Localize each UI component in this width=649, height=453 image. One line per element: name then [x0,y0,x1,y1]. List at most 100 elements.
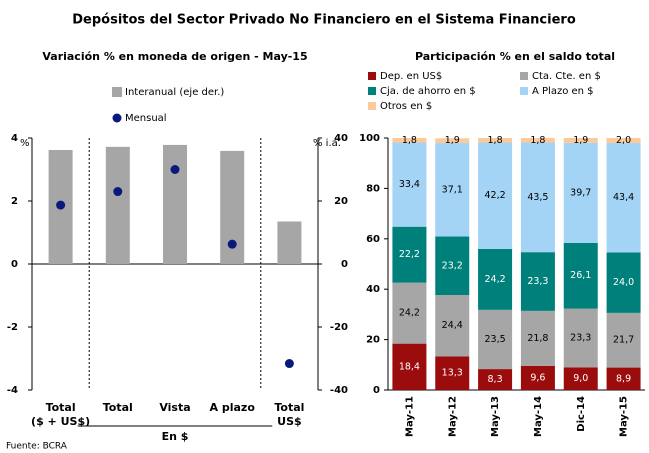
value-label: 18,4 [399,361,420,372]
x-tick-line: Total [46,401,76,414]
value-label: 1,8 [402,135,417,146]
x-tick-label: May-15 [619,396,630,437]
point [56,200,66,210]
y-tick-label: 60 [366,234,380,245]
legend-swatch [368,72,376,80]
point [113,187,123,197]
group-label: En $ [162,430,189,443]
legend-swatch [368,87,376,95]
value-label: 23,3 [570,332,591,343]
source: Fuente: BCRA [6,442,68,452]
legend-label: Cta. Cte. en $ [532,71,601,82]
bar-segment [392,226,427,283]
y-tick-label: 80 [366,183,380,194]
y2-tick-label: -40 [330,385,348,396]
bar-segment [435,236,470,295]
bar-segment [392,282,427,344]
value-label: 9,0 [573,373,588,384]
legend-swatch [520,87,528,95]
x-tick-label: May-12 [447,396,458,437]
value-label: 1,8 [488,135,503,146]
point [284,359,294,369]
x-tick-line: ($ + US$) [31,415,90,428]
value-label: 2,0 [616,135,631,146]
y-tick-label: 40 [366,284,380,295]
bar-segment [520,252,555,311]
bar-segment [563,367,598,390]
x-tick-line: Total [274,401,304,414]
bar [163,144,187,264]
value-label: 1,9 [573,135,588,146]
x-tick-label: A plazo [210,401,256,414]
point [227,239,237,249]
value-label: 21,8 [527,333,548,344]
y-tick-label: -4 [7,385,18,396]
bar-segment [435,143,470,237]
bar-segment [563,308,598,368]
x-tick-label: May-14 [533,396,544,437]
y-tick-label: -2 [7,322,18,333]
value-label: 43,5 [527,192,548,203]
value-label: 23,2 [442,260,463,271]
bar-segment [606,367,641,390]
x-tick-line: US$ [277,415,302,428]
x-tick-label: Vista [159,401,190,414]
bar-segment [478,142,513,249]
bar-segment [392,343,427,390]
value-label: 24,2 [399,308,420,319]
legend-swatch [112,87,122,97]
legend-label: Dep. en US$ [380,71,442,82]
y-tick-label: 2 [11,196,18,207]
value-label: 33,4 [399,179,420,190]
y-tick-label: 100 [359,133,380,144]
value-label: 37,1 [442,184,463,195]
bar-segment [435,138,470,144]
value-label: 24,2 [485,274,506,285]
value-label: 43,4 [613,192,634,203]
y2-tick-label: 40 [334,133,348,144]
chart-title: Participación % en el saldo total [415,50,615,63]
x-tick-label: Total US$ [274,401,304,428]
value-label: 23,5 [485,334,506,345]
bar-segment [520,142,555,253]
bar-segment [606,138,641,144]
bar-segment [606,252,641,313]
bar-segment [478,309,513,370]
bar-segment [520,365,555,390]
point [170,165,180,174]
bar [105,146,130,264]
y2-axis-label: % i.a. [313,138,341,149]
value-label: 22,2 [399,249,420,260]
chart-title: Variación % en moneda de origen - May-15 [42,50,307,63]
bar-segment [392,142,427,227]
y2-tick-label: 0 [341,259,348,270]
y2-tick-label: -20 [330,322,348,333]
bar-segment [520,138,555,143]
value-label: 9,6 [530,372,545,383]
x-tick-label: May-13 [490,396,501,437]
page-title: Depósitos del Sector Privado No Financie… [72,13,576,28]
x-tick-line: Vista [159,401,190,414]
value-label: 8,9 [616,373,631,384]
value-label: 23,3 [527,276,548,287]
bar-segment [478,369,513,390]
bar [277,221,302,264]
x-tick-line: Total [103,401,133,414]
legend-swatch [112,113,122,123]
value-label: 24,0 [613,277,634,288]
y-tick-label: 0 [373,385,380,396]
value-label: 1,8 [530,135,545,146]
bar-segment [478,248,513,310]
value-label: 8,3 [488,374,503,385]
bar-segment [606,312,641,368]
y-tick-label: 0 [11,259,18,270]
legend-label: A Plazo en $ [532,86,594,97]
y-tick-label: 20 [366,335,380,346]
bar-segment [478,138,513,143]
bar-segment [435,294,470,357]
bar-segment [392,138,427,143]
x-tick-label: Total [103,401,133,414]
legend-swatch [368,102,376,110]
y2-tick-label: 20 [334,196,348,207]
legend-label: Cja. de ahorro en $ [380,86,476,97]
